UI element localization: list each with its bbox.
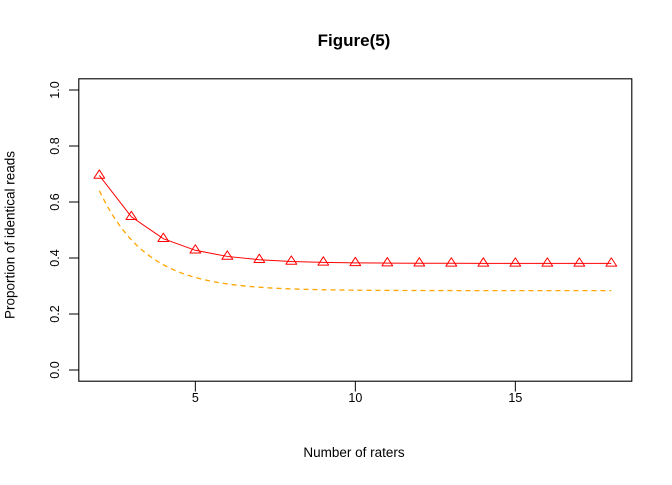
svg-text:0.6: 0.6 [48,193,62,210]
svg-text:5: 5 [192,391,199,405]
svg-text:Figure(5): Figure(5) [318,31,391,50]
svg-text:10: 10 [348,391,362,405]
svg-text:0.4: 0.4 [48,249,62,266]
svg-text:Proportion of identical reads: Proportion of identical reads [3,151,18,319]
svg-text:1.0: 1.0 [48,81,62,98]
svg-text:15: 15 [508,391,522,405]
svg-text:0.0: 0.0 [48,361,62,378]
svg-text:0.2: 0.2 [48,305,62,322]
svg-text:0.8: 0.8 [48,137,62,154]
svg-text:Number of raters: Number of raters [303,445,405,460]
